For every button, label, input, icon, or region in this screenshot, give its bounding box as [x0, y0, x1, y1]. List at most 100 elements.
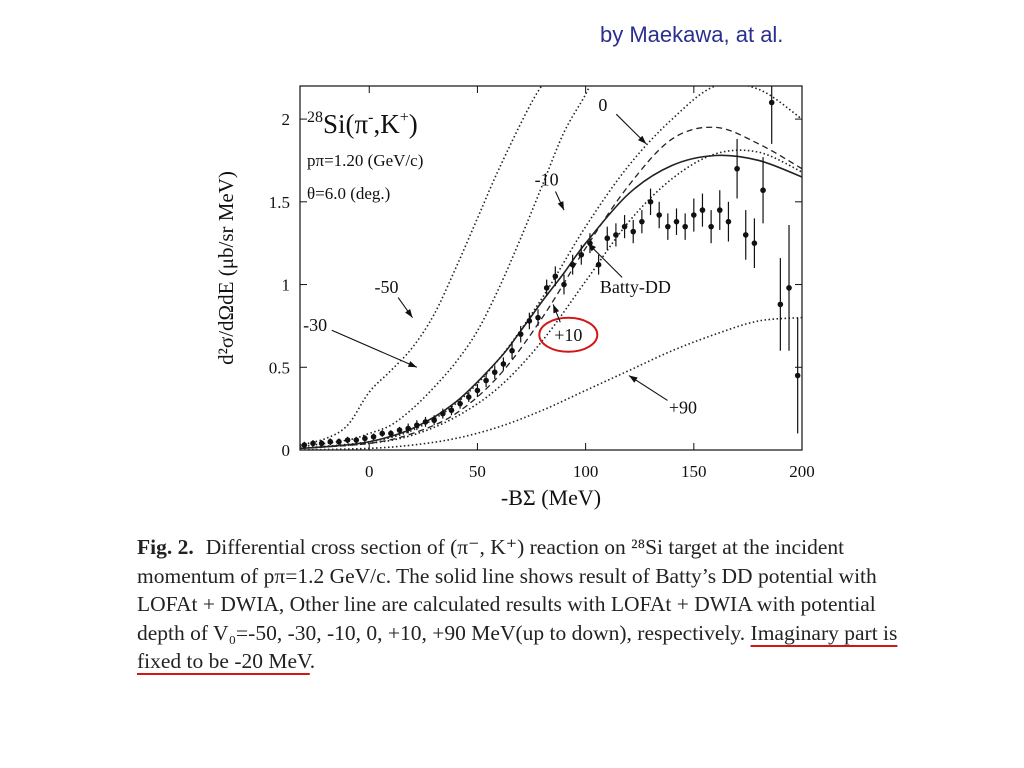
title-close: ) [409, 109, 418, 139]
data-point [405, 425, 411, 432]
highlight-circle [538, 316, 599, 353]
data-point [725, 218, 732, 225]
x-tick-label: 0 [365, 462, 374, 481]
annotation-label: -50 [375, 277, 399, 297]
data-point [457, 400, 463, 407]
data-point [491, 369, 498, 376]
data-point [336, 438, 342, 445]
data-point [639, 218, 645, 225]
data-point [379, 430, 386, 437]
data-point [388, 430, 394, 437]
data-point [483, 377, 489, 384]
arrow-head [557, 201, 564, 211]
data-point [691, 212, 697, 218]
data-point [604, 235, 611, 242]
data-point [422, 419, 429, 425]
arrow-head [587, 243, 596, 252]
arrow-head [628, 375, 638, 383]
curve-battydd [300, 154, 802, 450]
data-point [630, 228, 637, 235]
caption-end: . [309, 649, 316, 673]
data-point [448, 407, 455, 414]
arrow-head [405, 308, 413, 318]
data-point [786, 285, 792, 291]
data-point [561, 281, 567, 288]
annotation-label: Batty-DD [600, 277, 671, 297]
data-point [665, 223, 671, 230]
annotation-label: 0 [598, 95, 607, 115]
cross-section-chart: 0 50 100 150 200 0 0.5 1 1.5 2 0 -10 -50 -30 Batty-DD… [214, 85, 815, 510]
data-point [699, 207, 706, 213]
data-point [613, 232, 619, 238]
data-point [465, 394, 472, 400]
data-point [647, 199, 654, 205]
data-point [526, 318, 533, 324]
title-mass: 28 [307, 109, 323, 126]
curve-90 [300, 316, 802, 450]
data-point [353, 437, 360, 443]
data-point [431, 417, 437, 424]
data-point [742, 232, 749, 238]
annotation-arrow [331, 329, 418, 368]
data-point [543, 285, 550, 291]
arrow-head [638, 135, 647, 144]
y-tick-label: 0.5 [269, 358, 290, 377]
data-point [716, 207, 723, 213]
data-point [768, 99, 775, 106]
data-point [396, 427, 403, 433]
param-momentum: pπ=1.20 (GeV/c) [307, 151, 423, 170]
data-point [535, 314, 541, 321]
credit-text: by Maekawa, at al. [600, 22, 784, 47]
caption-highlight: Imaginary part is fixed to be -20 MeV [137, 620, 898, 674]
axis-ticks: 0 50 100 150 200 0 0.5 1 1.5 2 [269, 86, 815, 481]
title-kaon: ,K [373, 109, 400, 139]
data-point [318, 440, 325, 447]
y-tick-label: 1.5 [269, 193, 290, 212]
x-tick-label: 150 [681, 462, 707, 481]
data-point [414, 422, 420, 428]
annotation-label: -10 [535, 169, 559, 189]
data-point [327, 438, 334, 445]
annotation-label: +90 [669, 398, 697, 418]
data-point [310, 440, 316, 447]
data-point [517, 331, 524, 337]
y-axis-label: d²σ/dΩdE (μb/sr MeV) [214, 171, 238, 365]
caption-fig-label: Fig. 2. [137, 535, 194, 559]
data-point [777, 301, 784, 308]
curves-group [300, 86, 802, 450]
data-point [708, 223, 714, 230]
plot-frame [299, 85, 803, 451]
data-point [370, 433, 377, 440]
data-point [656, 212, 662, 218]
title-plus: + [400, 109, 409, 126]
data-point [734, 165, 740, 172]
data-point [682, 223, 688, 230]
data-points-group [301, 86, 801, 449]
title-element: Si(π [323, 109, 369, 139]
y-tick-label: 1 [282, 276, 291, 295]
annotation-label: +10 [554, 325, 582, 345]
data-point [794, 372, 801, 379]
data-point [509, 347, 515, 354]
annotation-label: -30 [303, 315, 327, 335]
data-point [301, 442, 308, 448]
x-tick-label: 200 [789, 462, 815, 481]
data-point [344, 437, 351, 443]
data-point [673, 218, 680, 225]
curve-10 [300, 86, 802, 450]
y-tick-label: 0 [282, 441, 291, 460]
data-point [595, 261, 602, 268]
curve-30 [300, 86, 591, 448]
data-point [474, 387, 481, 394]
data-point [440, 410, 446, 417]
title-minus: - [368, 109, 373, 126]
caption-body: Differential cross section of (π⁻, K⁺) r… [137, 535, 877, 645]
data-point [552, 273, 559, 280]
arrow-head [407, 361, 417, 368]
data-point [578, 251, 585, 258]
annotations-group: 0 -10 -50 -30 Batty-DD +10 +90 [303, 95, 697, 418]
figure-caption: Fig. 2. Differential cross section of (π⁻… [137, 533, 927, 676]
chart-title: 28Si(π-,K+) [307, 109, 418, 139]
x-axis-label: -BΣ (MeV) [501, 485, 601, 510]
data-point [760, 187, 766, 194]
